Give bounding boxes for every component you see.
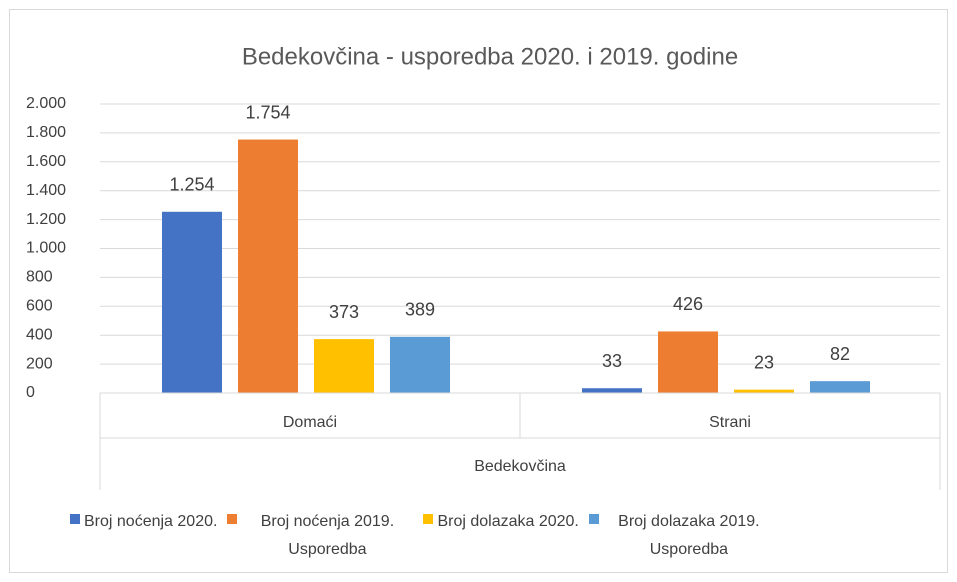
group-label: Bedekovčina	[474, 458, 566, 475]
legend-swatch	[588, 514, 599, 524]
legend-label: Broj noćenja 2020.	[84, 513, 218, 530]
legend-item: Broj dolazaka 2019. Usporedba	[588, 508, 775, 564]
x-tick-label: Domaći	[283, 414, 337, 431]
y-tick-label: 1.200	[26, 211, 66, 228]
bar	[314, 339, 374, 393]
legend-label: Broj dolazaka 2019. Usporedba	[618, 513, 760, 558]
y-tick-label: 400	[26, 326, 53, 343]
data-label: 426	[673, 294, 703, 314]
data-label: 389	[405, 300, 435, 320]
y-tick-label: 1.400	[26, 182, 66, 199]
legend-swatch	[227, 514, 238, 524]
bar	[658, 331, 718, 393]
y-tick-label: 0	[26, 384, 35, 401]
legend-label: Broj dolazaka 2020.	[437, 513, 579, 530]
bar	[238, 139, 298, 393]
bar	[582, 388, 642, 393]
y-tick-label: 1.600	[26, 153, 66, 170]
legend-swatch	[423, 514, 434, 524]
legend-label: Broj noćenja 2019. Usporedba	[260, 513, 395, 558]
legend-item: Broj noćenja 2019. Usporedba	[227, 508, 413, 564]
y-tick-label: 800	[26, 269, 53, 286]
data-label: 373	[329, 302, 359, 322]
legend-swatch	[70, 514, 80, 524]
legend-item: Broj noćenja 2020.	[70, 508, 217, 564]
y-tick-label: 600	[26, 298, 53, 315]
y-tick-label: 2.000	[26, 95, 66, 112]
legend: Broj noćenja 2020. Broj noćenja 2019. Usp…	[70, 508, 950, 564]
legend-item: Broj dolazaka 2020.	[423, 508, 579, 564]
bar	[390, 336, 450, 393]
bar	[734, 389, 794, 393]
bar	[810, 381, 870, 393]
x-tick-label: Strani	[709, 414, 751, 431]
chart-title: Bedekovčina - usporedba 2020. i 2019. go…	[242, 43, 738, 70]
y-tick-label: 1.000	[26, 240, 66, 257]
y-tick-label: 1.800	[26, 124, 66, 141]
data-label: 1.754	[245, 102, 290, 122]
bar	[162, 211, 222, 393]
data-label: 82	[830, 344, 850, 364]
data-label: 33	[602, 351, 622, 371]
chart-border	[9, 9, 948, 573]
y-tick-label: 200	[26, 355, 53, 372]
data-label: 1.254	[169, 175, 214, 195]
data-label: 23	[754, 352, 774, 372]
